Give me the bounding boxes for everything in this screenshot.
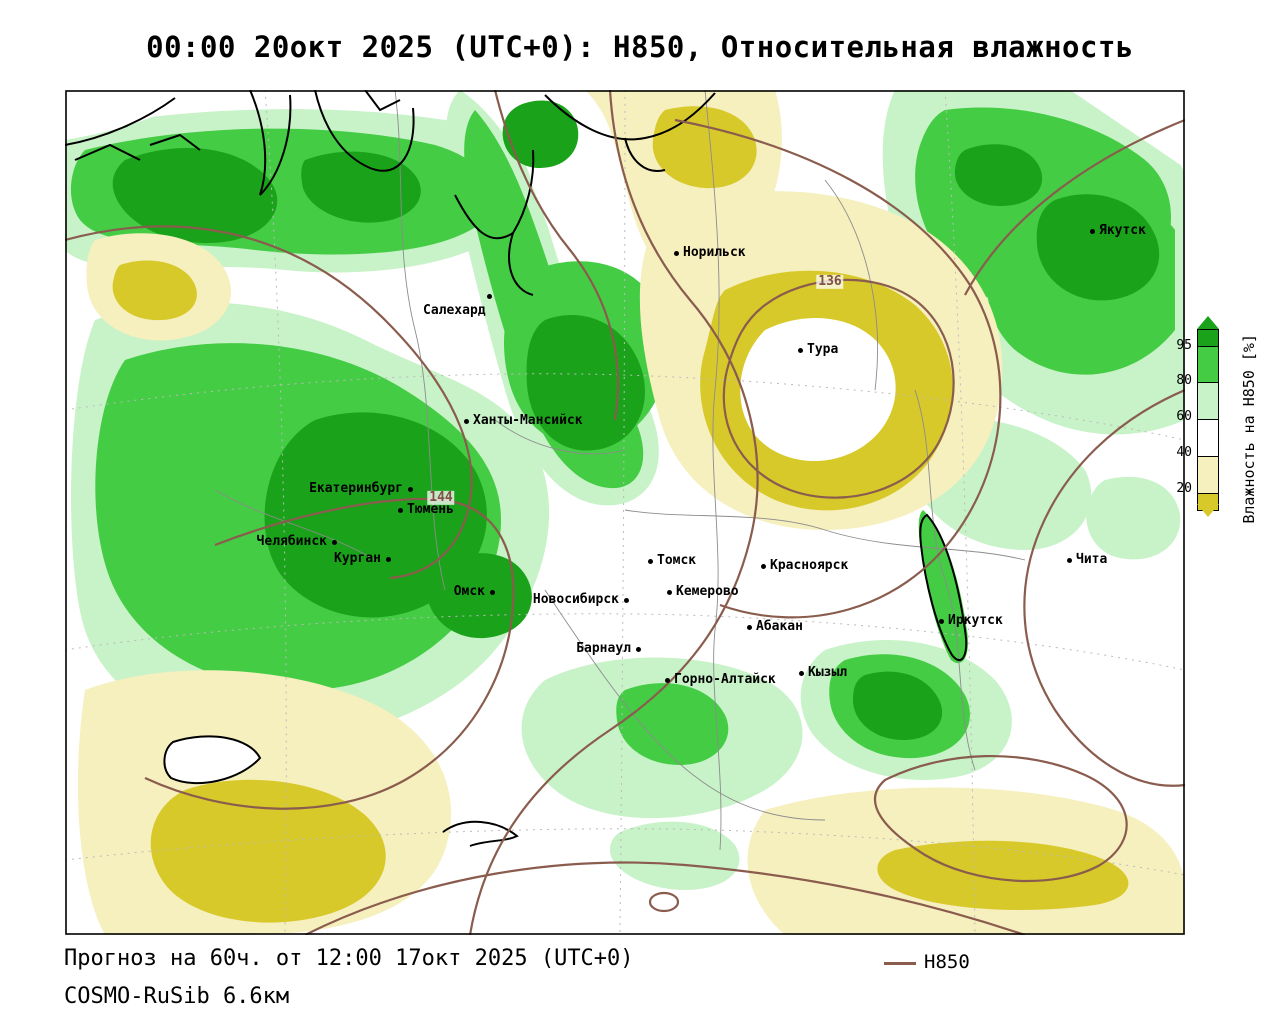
colorbar-seg-40-60: [1198, 419, 1218, 456]
city-dot: [407, 486, 413, 492]
city-label: Тура: [807, 342, 839, 357]
colorbar-seg-20-40: [1198, 456, 1218, 493]
city-dot: [1066, 557, 1072, 563]
forecast-map: 136 144 Якутск Норильск Салехард Тура Ха…: [65, 90, 1185, 935]
model-info: COSMO-RuSib 6.6км: [64, 984, 290, 1009]
colorbar-tick-60: 60: [1176, 409, 1192, 424]
city-label: Кемерово: [676, 584, 739, 599]
city-label: Ханты-Мансийск: [473, 413, 583, 428]
coastlines: [65, 90, 968, 847]
city-label: Норильск: [683, 245, 746, 260]
city-label: Салехард: [423, 303, 486, 318]
city-dot: [664, 677, 670, 683]
colorbar-seg-80-95: [1198, 346, 1218, 382]
city-label: Екатеринбург: [309, 481, 403, 496]
city-dot: [489, 589, 495, 595]
city-dot: [666, 589, 672, 595]
city-dot: [647, 558, 653, 564]
h850-legend-line: [884, 962, 916, 965]
city-dot: [938, 618, 944, 624]
city-dot: [385, 556, 391, 562]
forecast-info: Прогноз на 60ч. от 12:00 17окт 2025 (UTC…: [64, 946, 634, 971]
admin-borders: [214, 90, 1026, 851]
city-label: Томск: [657, 553, 697, 568]
city-label: Якутск: [1099, 223, 1146, 238]
colorbar-tick-20: 20: [1176, 481, 1192, 496]
colorbar-tick-40: 40: [1176, 445, 1192, 460]
colorbar-seg-60-80: [1198, 382, 1218, 419]
city-dot: [746, 624, 752, 630]
city-dot: [397, 507, 403, 513]
h850-contour-lines: [65, 90, 1185, 935]
city-dot: [798, 670, 804, 676]
city-label: Барнаул: [576, 641, 631, 656]
contour-label-144: 144: [427, 489, 455, 506]
colorbar-seg-above-95: [1198, 330, 1218, 346]
city-dot: [623, 597, 629, 603]
graticule-lines: [65, 90, 1185, 935]
city-label: Иркутск: [948, 613, 1003, 628]
colorbar-arrow-down: [1197, 504, 1219, 517]
humidity-colorbar: [1197, 329, 1219, 511]
city-label: Абакан: [756, 619, 803, 634]
city-label: Чита: [1076, 552, 1108, 567]
colorbar-arrow-up: [1197, 316, 1219, 329]
city-dot: [331, 539, 337, 545]
city-label: Новосибирск: [532, 592, 619, 607]
city-dot: [673, 250, 679, 256]
city-dot: [760, 563, 766, 569]
h850-legend-label: H850: [924, 951, 970, 973]
colorbar-tick-95: 95: [1176, 338, 1192, 353]
page-title: 00:00 20окт 2025 (UTC+0): H850, Относите…: [146, 30, 1134, 64]
city-label: Красноярск: [770, 558, 849, 573]
map-canvas: [65, 90, 1185, 935]
city-dot: [486, 293, 492, 299]
city-label: Курган: [334, 551, 381, 566]
city-label: Горно-Алтайск: [674, 672, 776, 687]
contour-label-136: 136: [816, 273, 844, 290]
city-dot: [1089, 228, 1095, 234]
colorbar-tick-80: 80: [1176, 373, 1192, 388]
city-dot: [797, 347, 803, 353]
city-dot: [635, 646, 641, 652]
city-label: Омск: [453, 584, 485, 599]
city-label: Кызыл: [808, 665, 848, 680]
colorbar-axis-label: Влажность на H850 [%]: [1240, 334, 1258, 524]
city-label: Тюмень: [407, 502, 454, 517]
city-label: Челябинск: [256, 534, 327, 549]
map-frame: [65, 90, 1185, 935]
city-dot: [463, 418, 469, 424]
